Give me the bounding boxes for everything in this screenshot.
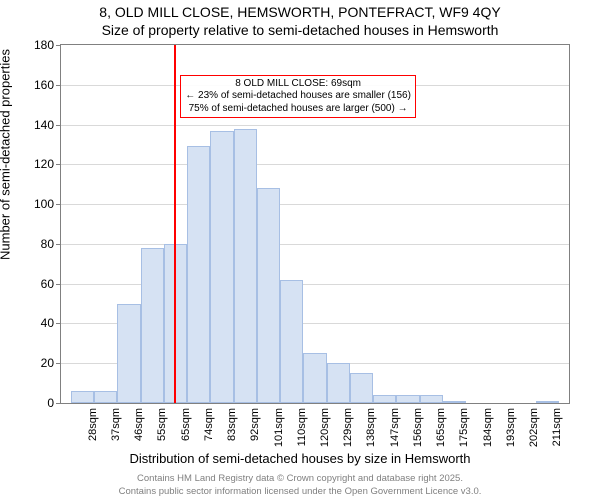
y-tick-label: 140 [14, 118, 54, 132]
y-tick-label: 100 [14, 197, 54, 211]
x-tick-label: 211sqm [551, 408, 563, 446]
histogram-bar [257, 188, 280, 403]
x-tick-label: 175sqm [458, 408, 470, 447]
y-tick-label: 60 [14, 277, 54, 291]
y-tick-label: 180 [14, 38, 54, 52]
histogram-bar [536, 401, 559, 403]
histogram-bar [327, 363, 350, 403]
x-tick-label: 138sqm [365, 408, 377, 447]
y-tick-label: 40 [14, 316, 54, 330]
x-tick-label: 65sqm [180, 408, 192, 441]
grid-line [61, 244, 569, 245]
y-tick-label: 0 [14, 396, 54, 410]
x-tick-label: 37sqm [110, 408, 122, 441]
histogram-bar [117, 304, 140, 403]
histogram-bar [396, 395, 419, 403]
annotation-box: 8 OLD MILL CLOSE: 69sqm ← 23% of semi-de… [180, 75, 416, 119]
annotation-line3: 75% of semi-detached houses are larger (… [185, 103, 411, 116]
credits-line2: Contains public sector information licen… [0, 486, 600, 498]
histogram-bar [71, 391, 94, 403]
x-tick-label: 202sqm [528, 408, 540, 447]
y-tick-label: 160 [14, 78, 54, 92]
chart-title-line2: Size of property relative to semi-detach… [0, 22, 600, 38]
x-tick-label: 120sqm [319, 408, 331, 447]
chart-container: 8, OLD MILL CLOSE, HEMSWORTH, PONTEFRACT… [0, 0, 600, 500]
x-tick-label: 83sqm [226, 408, 238, 441]
x-tick-label: 129sqm [342, 408, 354, 447]
histogram-bar [420, 395, 443, 403]
histogram-bar [350, 373, 373, 403]
histogram-bar [373, 395, 396, 403]
histogram-bar [280, 280, 303, 403]
annotation-line2: ← 23% of semi-detached houses are smalle… [185, 90, 411, 103]
property-marker-line [174, 45, 176, 403]
grid-line [61, 125, 569, 126]
histogram-bar [303, 353, 326, 403]
annotation-line1: 8 OLD MILL CLOSE: 69sqm [185, 78, 411, 91]
histogram-bar [141, 248, 164, 403]
x-tick-label: 101sqm [273, 408, 285, 447]
y-tick-label: 80 [14, 237, 54, 251]
chart-title-line1: 8, OLD MILL CLOSE, HEMSWORTH, PONTEFRACT… [0, 4, 600, 20]
x-tick-label: 92sqm [249, 408, 261, 441]
x-tick-label: 46sqm [133, 408, 145, 441]
x-tick-label: 156sqm [412, 408, 424, 447]
x-tick-label: 193sqm [505, 408, 517, 447]
x-axis-label: Distribution of semi-detached houses by … [0, 451, 600, 466]
histogram-bar [234, 129, 257, 403]
histogram-bar [210, 131, 233, 403]
y-axis-label: Number of semi-detached properties [0, 240, 13, 260]
grid-line [61, 204, 569, 205]
plot-area: 8 OLD MILL CLOSE: 69sqm ← 23% of semi-de… [60, 44, 570, 404]
x-tick-label: 74sqm [203, 408, 215, 441]
y-tick-label: 20 [14, 356, 54, 370]
y-tick-label: 120 [14, 157, 54, 171]
grid-line [61, 164, 569, 165]
histogram-bar [443, 401, 466, 403]
x-tick-label: 147sqm [389, 408, 401, 447]
grid-line [61, 284, 569, 285]
histogram-bar [187, 146, 210, 403]
x-tick-label: 165sqm [435, 408, 447, 447]
credits-line1: Contains HM Land Registry data © Crown c… [0, 473, 600, 485]
x-tick-label: 28sqm [87, 408, 99, 441]
x-tick-label: 110sqm [296, 408, 308, 446]
histogram-bar [94, 391, 117, 403]
x-tick-label: 55sqm [156, 408, 168, 441]
credits: Contains HM Land Registry data © Crown c… [0, 473, 600, 498]
x-tick-label: 184sqm [482, 408, 494, 447]
